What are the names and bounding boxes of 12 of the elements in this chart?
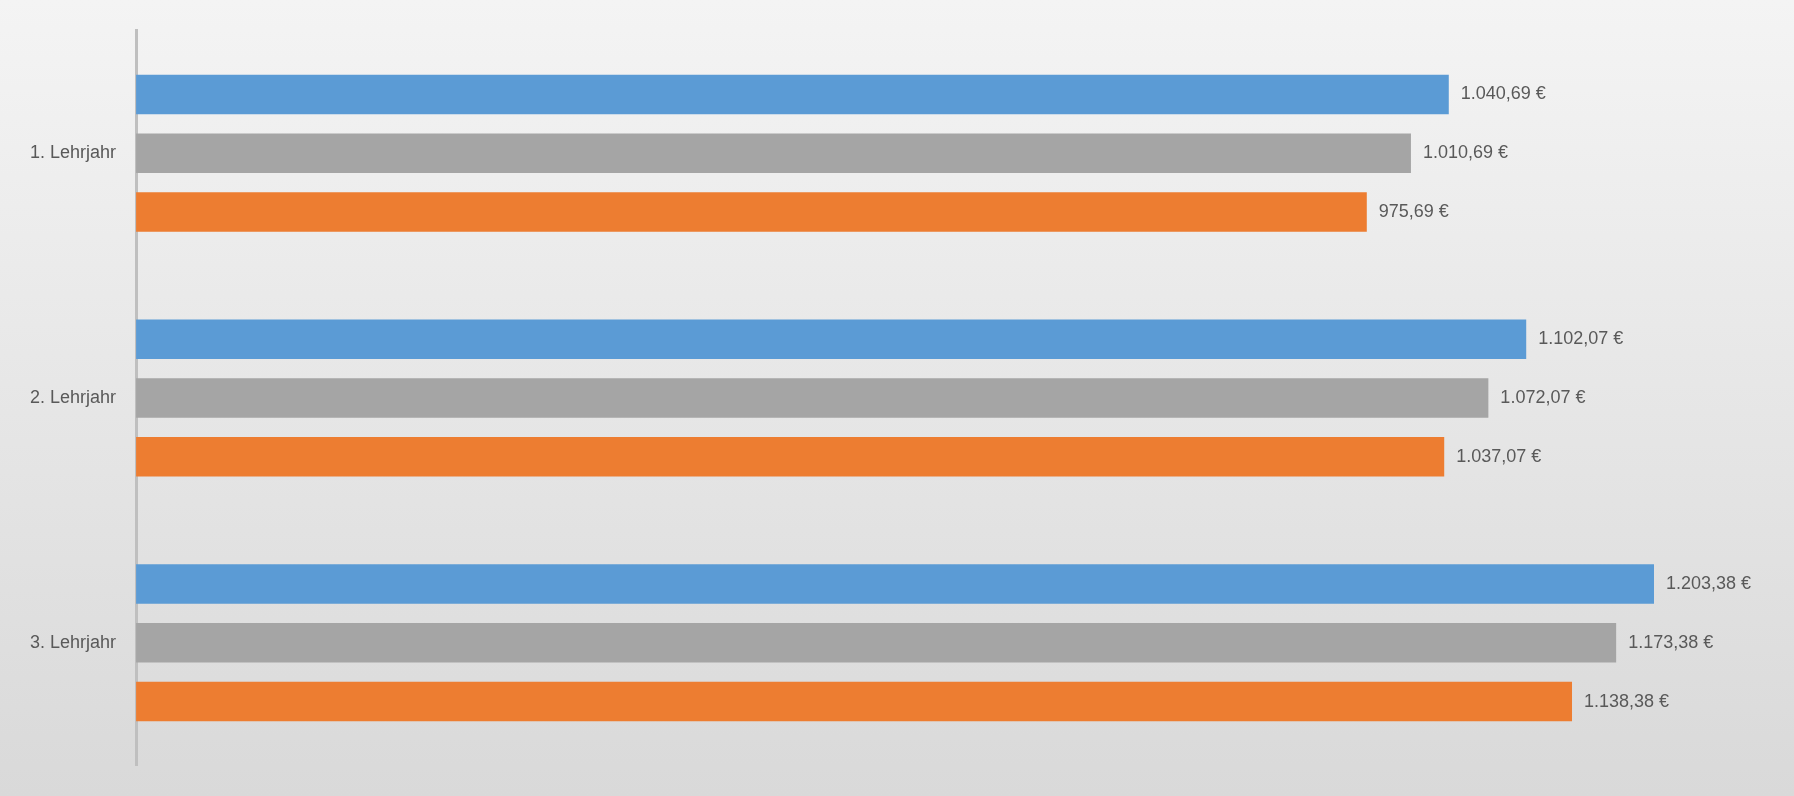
data-label: 975,69 € [1378,200,1449,221]
y-tick-label: 3. Lehrjahr [29,631,117,652]
data-label: 1.203,38 € [1666,573,1752,594]
data-label: 1.173,38 € [1628,631,1714,652]
y-tick-label: 2. Lehrjahr [29,386,117,407]
data-label: 1.040,69 € [1460,83,1546,104]
data-label: 1.072,07 € [1500,386,1586,407]
data-label: 1.010,69 € [1422,142,1509,163]
data-label: 1.102,07 € [1538,328,1624,349]
data-label: 1.138,38 € [1584,690,1670,711]
y-tick-label: 1. Lehrjahr [29,142,117,163]
data-label: 1.037,07 € [1456,445,1542,466]
